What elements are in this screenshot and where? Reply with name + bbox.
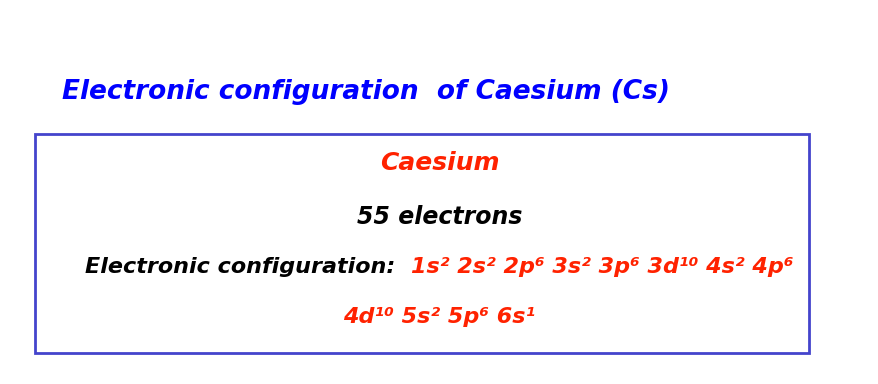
Text: 1s² 2s² 2p⁶ 3s² 3p⁶ 3d¹⁰ 4s² 4p⁶: 1s² 2s² 2p⁶ 3s² 3p⁶ 3d¹⁰ 4s² 4p⁶ bbox=[411, 257, 793, 277]
Text: 4d¹⁰ 5s² 5p⁶ 6s¹: 4d¹⁰ 5s² 5p⁶ 6s¹ bbox=[343, 307, 535, 327]
Text: Electronic configuration:: Electronic configuration: bbox=[85, 257, 411, 277]
Text: Electronic configuration:  1s² 2s² 2p⁶ 3s² 3p⁶ 3d¹⁰ 4s² 4p⁶: Electronic configuration: 1s² 2s² 2p⁶ 3s… bbox=[85, 257, 793, 277]
FancyBboxPatch shape bbox=[35, 134, 808, 353]
Text: Caesium: Caesium bbox=[379, 151, 499, 175]
Text: Electronic configuration  of Caesium (Cs): Electronic configuration of Caesium (Cs) bbox=[61, 79, 669, 105]
Text: 55 electrons: 55 electrons bbox=[356, 205, 522, 229]
